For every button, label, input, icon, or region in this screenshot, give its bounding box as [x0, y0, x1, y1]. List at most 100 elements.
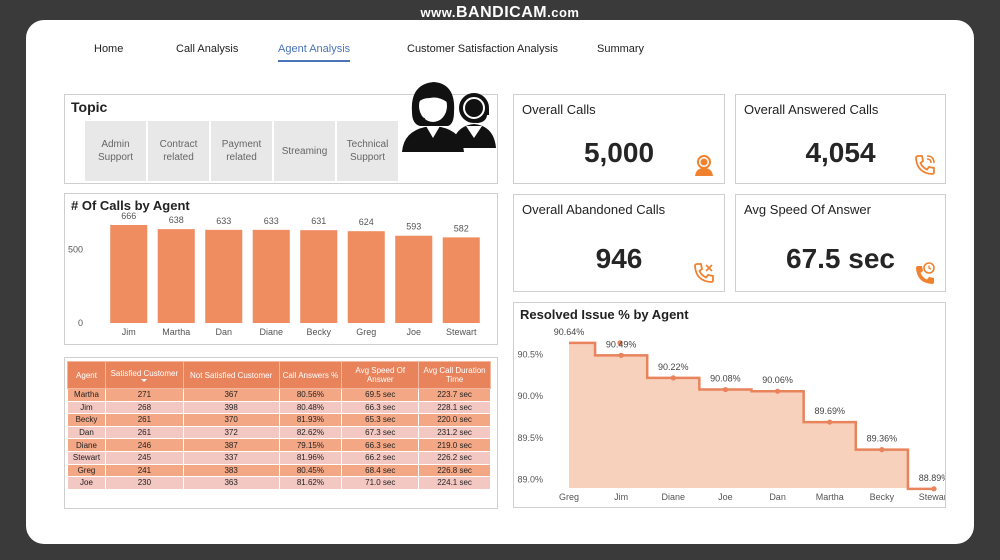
bar-diane[interactable] [253, 230, 290, 323]
x-tick-label: Jim [122, 327, 136, 337]
topic-option-admin-support[interactable]: Admin Support [85, 121, 146, 181]
bar-martha[interactable] [158, 229, 195, 323]
calls-by-agent-chart: 0500666Jim638Martha633Dan633Diane631Beck… [65, 194, 497, 344]
table-row[interactable]: Martha 271 367 80.56% 69.5 sec 223.7 sec [68, 389, 491, 402]
table-body: Martha 271 367 80.56% 69.5 sec 223.7 sec Jim 26… [68, 389, 491, 490]
y-tick-label: 0 [78, 318, 83, 328]
topic-option-streaming[interactable]: Streaming [274, 121, 335, 181]
bar-greg[interactable] [348, 231, 385, 323]
table-cell: 66.3 sec [342, 401, 419, 414]
tab-call-analysis[interactable]: Call Analysis [176, 36, 238, 62]
table-cell: 231.2 sec [419, 426, 491, 439]
topic-title: Topic [71, 99, 107, 115]
tab-customer-satisfaction-analysis[interactable]: Customer Satisfaction Analysis [407, 36, 558, 62]
col-satisfied-customer[interactable]: Satisfied Customer [105, 362, 183, 389]
table-cell: 219.0 sec [419, 439, 491, 452]
tab-home[interactable]: Home [94, 36, 123, 62]
point-data-label: 90.49% [606, 339, 637, 349]
table-cell: Joe [68, 477, 106, 490]
col-not-satisfied-label: Not Satisfied Customer [190, 371, 272, 380]
watermark-prefix: www. [421, 5, 456, 20]
call-center-agents-icon [400, 76, 500, 154]
table-cell: Martha [68, 389, 106, 402]
x-tick-label: Joe [718, 492, 733, 502]
phone-incoming-icon [913, 153, 937, 177]
col-not-satisfied-customer[interactable]: Not Satisfied Customer [183, 362, 279, 389]
resolved-point-joe[interactable] [723, 387, 728, 392]
kpi-abandoned-calls-title: Overall Abandoned Calls [522, 202, 665, 217]
table-cell: 363 [183, 477, 279, 490]
point-data-label: 90.08% [710, 374, 741, 384]
topic-option-technical-support[interactable]: Technical Support [337, 121, 398, 181]
table-cell: 68.4 sec [342, 464, 419, 477]
y-tick-label: 500 [68, 244, 83, 254]
col-avg-speed-answer[interactable]: Avg Speed Of Answer [342, 362, 419, 389]
resolved-point-diane[interactable] [671, 375, 676, 380]
bar-dan[interactable] [205, 230, 242, 323]
table-row[interactable]: Greg 241 383 80.45% 68.4 sec 226.8 sec [68, 464, 491, 477]
table-cell: 387 [183, 439, 279, 452]
kpi-overall-calls-title: Overall Calls [522, 102, 596, 117]
bar-data-label: 633 [264, 216, 279, 226]
table-cell: 230 [105, 477, 183, 490]
kpi-answered-calls-title: Overall Answered Calls [744, 102, 878, 117]
tab-agent-analysis[interactable]: Agent Analysis [278, 36, 350, 62]
table-row[interactable]: Becky 261 370 81.93% 65.3 sec 220.0 sec [68, 414, 491, 427]
col-call-answers-label: Call Answers % [283, 371, 339, 380]
bar-data-label: 666 [121, 211, 136, 221]
table-row[interactable]: Diane 246 387 79.15% 66.3 sec 219.0 sec [68, 439, 491, 452]
table-cell: 241 [105, 464, 183, 477]
table-row[interactable]: Stewart 245 337 81.96% 66.2 sec 226.2 sec [68, 451, 491, 464]
x-tick-label: Diane [662, 492, 686, 502]
table-cell: 268 [105, 401, 183, 414]
resolved-issue-chart: 89.0%89.5%90.0%90.5%90.64%Greg90.49%Jim9… [514, 303, 945, 507]
resolved-point-martha[interactable] [827, 419, 832, 424]
watermark-suffix: .com [547, 5, 579, 20]
resolved-point-dan[interactable] [775, 389, 780, 394]
y-tick-label: 90.5% [517, 350, 543, 360]
col-avg-duration-label: Avg Call Duration Time [424, 366, 486, 384]
resolved-point-jim[interactable] [619, 353, 624, 358]
table-cell: 372 [183, 426, 279, 439]
x-tick-label: Stewart [919, 492, 945, 502]
topic-option-contract-related[interactable]: Contract related [148, 121, 209, 181]
table-cell: 82.62% [279, 426, 342, 439]
bar-data-label: 624 [359, 217, 374, 227]
table-row[interactable]: Joe 230 363 81.62% 71.0 sec 224.1 sec [68, 477, 491, 490]
col-call-answers-pct[interactable]: Call Answers % [279, 362, 342, 389]
resolved-point-stewart[interactable] [931, 486, 936, 491]
kpi-avg-speed-title: Avg Speed Of Answer [744, 202, 871, 217]
table-cell: 81.93% [279, 414, 342, 427]
table-cell: 261 [105, 414, 183, 427]
kpi-avg-speed-of-answer: Avg Speed Of Answer 67.5 sec [735, 194, 946, 292]
x-tick-label: Greg [559, 492, 579, 502]
x-tick-label: Becky [306, 327, 331, 337]
phone-missed-icon [692, 261, 716, 285]
col-avg-call-duration[interactable]: Avg Call Duration Time [419, 362, 491, 389]
phone-clock-icon [913, 261, 937, 285]
table-cell: 224.1 sec [419, 477, 491, 490]
table-cell: 71.0 sec [342, 477, 419, 490]
bar-joe[interactable] [395, 236, 432, 323]
bar-becky[interactable] [300, 230, 337, 323]
table-cell: Becky [68, 414, 106, 427]
kpi-overall-calls: Overall Calls 5,000 [513, 94, 725, 184]
table-cell: 81.96% [279, 451, 342, 464]
table-cell: 226.8 sec [419, 464, 491, 477]
table-row[interactable]: Jim 268 398 80.48% 66.3 sec 228.1 sec [68, 401, 491, 414]
table-row[interactable]: Dan 261 372 82.62% 67.3 sec 231.2 sec [68, 426, 491, 439]
bar-data-label: 633 [216, 216, 231, 226]
sort-descending-icon[interactable] [141, 379, 147, 382]
col-avg-speed-label: Avg Speed Of Answer [355, 366, 405, 384]
bar-jim[interactable] [110, 225, 147, 323]
bar-data-label: 593 [406, 222, 421, 232]
tab-summary[interactable]: Summary [597, 36, 644, 62]
resolved-point-becky[interactable] [879, 447, 884, 452]
point-data-label: 89.69% [814, 406, 845, 416]
topic-option-payment-related[interactable]: Payment related [211, 121, 272, 181]
col-agent[interactable]: Agent [68, 362, 106, 389]
x-tick-label: Jim [614, 492, 628, 502]
table-cell: 69.5 sec [342, 389, 419, 402]
table-cell: 261 [105, 426, 183, 439]
bar-stewart[interactable] [443, 237, 480, 323]
